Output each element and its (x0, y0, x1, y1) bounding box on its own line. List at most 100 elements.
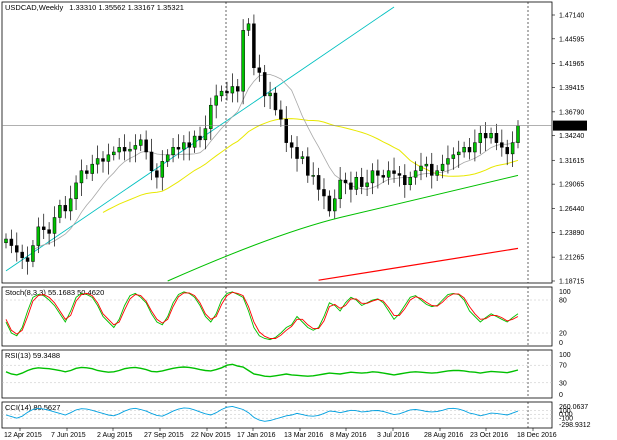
candle-up (489, 133, 493, 139)
candle-down (500, 142, 504, 148)
candle-up (516, 125, 520, 143)
candle-down (284, 118, 289, 143)
candle-up (192, 135, 197, 148)
candle-up (435, 170, 439, 176)
candle-up (203, 128, 208, 141)
candle-up (478, 133, 483, 143)
moving-average-green (167, 174, 519, 282)
candle-up (165, 154, 170, 162)
x-axis-label: 12 Apr 2015 (4, 432, 42, 439)
x-axis-label: 3 Jul 2016 (377, 432, 409, 439)
x-axis-label: 18 Dec 2016 (517, 432, 557, 439)
indicator-series-0 (5, 405, 519, 422)
chart-title-symbol: USDCAD,Weekly (5, 3, 63, 12)
panel-frame-3 (1, 401, 553, 429)
indicator-axis-label: -100 (559, 416, 573, 423)
indicator-axis-label: 0.00 (559, 412, 573, 419)
candle-up (90, 163, 94, 174)
candle-down (101, 158, 105, 162)
moving-average-yellow (102, 118, 519, 213)
candle-up (219, 90, 224, 97)
candle-up (419, 165, 423, 171)
candle-down (306, 156, 310, 176)
candle-down (359, 177, 364, 187)
indicator-axis-label: 100 (559, 408, 571, 415)
candle-up (171, 147, 175, 156)
price-axis-label: 1.23890 (559, 230, 584, 237)
indicator-axis-label: 30 (559, 380, 567, 387)
x-axis-label: 27 Sep 2015 (144, 432, 184, 439)
candle-up (300, 156, 305, 159)
current-price-label: 1.35321 (556, 123, 581, 130)
candle-down (381, 175, 386, 178)
candle-up (182, 142, 186, 150)
candle-down (483, 133, 488, 139)
candle-down (235, 86, 240, 92)
x-axis-label: 17 Jan 2016 (237, 432, 276, 439)
candle-up (214, 95, 218, 106)
candle-down (316, 175, 321, 190)
candle-down (257, 67, 262, 73)
candle-up (209, 104, 213, 129)
candle-up (230, 86, 235, 94)
candle-down (122, 147, 127, 152)
candle-up (311, 175, 315, 177)
candle-down (9, 238, 14, 246)
candle-up (446, 158, 450, 165)
candle-up (462, 147, 466, 153)
indicator-title: Stoch(8,3,3) 55.1683 50.4620 (5, 288, 104, 297)
price-axis-label: 1.21265 (559, 255, 584, 262)
x-axis-label: 22 Nov 2015 (191, 432, 231, 439)
candle-up (133, 145, 138, 150)
candle-up (365, 182, 369, 187)
candle-down (430, 163, 434, 176)
candle-up (386, 170, 391, 178)
candle-down (273, 92, 278, 111)
candle-down (85, 170, 89, 174)
candle-down (20, 251, 24, 258)
candle-up (160, 161, 165, 178)
price-axis-label: 1.18715 (559, 279, 584, 286)
candle-down (187, 142, 191, 148)
candle-down (349, 182, 353, 190)
candle-down (41, 226, 46, 230)
candle-down (392, 170, 396, 174)
indicator-axis-label: -298.9312 (559, 422, 591, 429)
indicator-series-1 (5, 291, 519, 339)
candle-down (343, 179, 348, 184)
indicator-title: RSI(13) 59.3488 (5, 351, 60, 360)
price-axis-label: 1.39415 (559, 85, 584, 92)
price-axis-label: 1.47140 (559, 13, 584, 20)
candle-down (25, 257, 30, 262)
panel-frame-2 (1, 349, 553, 399)
candle-up (268, 92, 272, 97)
candle-down (149, 151, 154, 171)
x-axis-label: 13 Mar 2016 (284, 432, 323, 439)
candle-down (198, 135, 202, 141)
candle-up (246, 23, 251, 31)
candle-down (494, 133, 499, 143)
candle-down (262, 72, 267, 97)
candle-up (338, 179, 342, 200)
candle-up (52, 217, 57, 234)
candle-up (413, 170, 418, 178)
candle-down (144, 139, 148, 153)
price-axis-label: 1.36790 (559, 109, 584, 116)
indicator-axis-label: 0 (559, 392, 563, 399)
candle-down (15, 245, 19, 253)
x-axis-label: 2 Aug 2015 (97, 432, 133, 439)
panel-frame-0 (1, 1, 553, 284)
candle-down (63, 205, 68, 212)
candle-down (505, 147, 509, 155)
x-axis-label: 23 Oct 2016 (470, 432, 508, 439)
candle-down (322, 189, 326, 197)
indicator-axis-label: 70 (559, 363, 567, 370)
candle-up (241, 30, 245, 92)
candle-down (176, 147, 181, 150)
candle-up (31, 245, 35, 262)
candle-up (79, 170, 84, 184)
candle-down (295, 147, 299, 159)
candle-up (36, 226, 41, 246)
candle-up (117, 147, 121, 153)
